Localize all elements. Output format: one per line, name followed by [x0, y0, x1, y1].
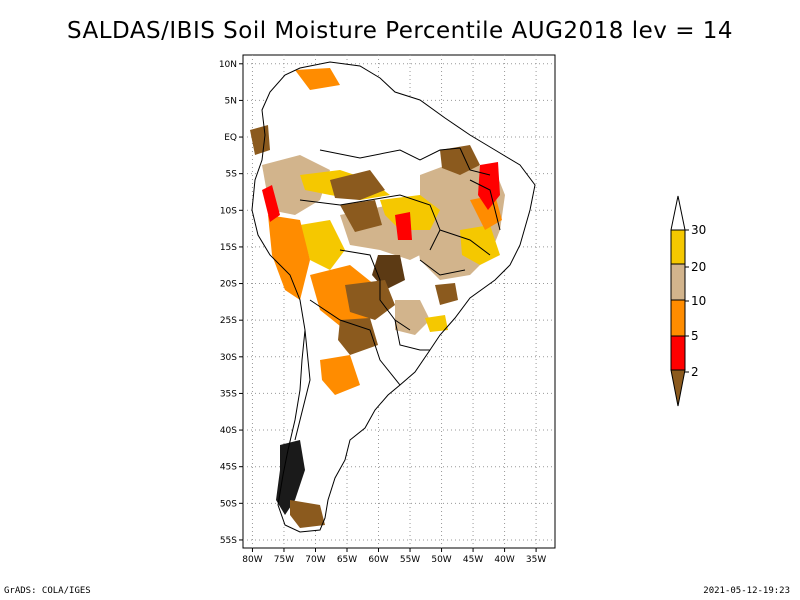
lat-tick-label: 10S: [220, 206, 237, 216]
legend-swatch: [670, 299, 686, 337]
lon-tick-label: 60W: [368, 555, 388, 565]
legend-swatch: [670, 229, 686, 265]
legend-level-label: 20: [691, 260, 706, 274]
lon-tick-label: 80W: [242, 555, 262, 565]
patch-red-central: [395, 212, 412, 240]
lon-tick-label: 55W: [400, 555, 420, 565]
legend-level-label: 30: [691, 223, 706, 237]
lat-tick-label: 25S: [220, 316, 237, 326]
map-title: SALDAS/IBIS Soil Moisture Percentile AUG…: [66, 18, 734, 44]
lon-tick-label: 75W: [274, 555, 294, 565]
patch-brown-goias: [435, 283, 458, 305]
patch-orange-east: [470, 195, 502, 230]
legend-swatch: [670, 263, 686, 301]
lat-tick-label: 40S: [220, 426, 237, 436]
legend-top-triangle: [670, 195, 686, 231]
lon-tick-label: 40W: [494, 555, 514, 565]
color-legend: 30 20 10 5 2: [670, 195, 706, 407]
legend-bottom-triangle: [670, 369, 686, 407]
lat-tick-label: 10N: [219, 60, 237, 70]
patch-patagonia-tip: [290, 500, 325, 528]
patch-brown-mato-grosso: [340, 200, 382, 232]
lat-tick-label: EQ: [224, 133, 237, 143]
patch-brown-northeast: [440, 145, 480, 175]
lon-tick-label: 45W: [463, 555, 483, 565]
percentile-fill: [250, 62, 535, 532]
patch-orange-north: [295, 68, 340, 90]
lon-tick-label: 50W: [431, 555, 451, 565]
patch-red-northeast: [478, 162, 500, 210]
patch-orange-south: [320, 355, 360, 395]
lat-tick-label: 30S: [220, 353, 237, 363]
lat-tick-label: 20S: [220, 280, 237, 290]
map-frame: [242, 54, 556, 549]
lon-tick-label: 70W: [305, 555, 325, 565]
patch-tan-west: [262, 155, 330, 215]
legend-level-label: 5: [691, 329, 699, 343]
lat-tick-label: 15S: [220, 243, 237, 253]
lat-tick-label: 5N: [225, 96, 237, 106]
lat-tick-label: 55S: [220, 536, 237, 546]
country-borders: [251, 61, 536, 533]
legend-swatch: [670, 335, 686, 371]
patch-patagonia: [276, 440, 305, 515]
patch-brown-amazon: [330, 170, 385, 200]
lon-tick-label: 35W: [526, 555, 546, 565]
patch-orange-andes: [268, 215, 310, 300]
legend-level-label: 2: [691, 365, 699, 379]
lat-tick-label: 35S: [220, 389, 237, 399]
legend-level-label: 10: [691, 294, 706, 308]
patch-brown-argentina: [338, 318, 378, 355]
patch-brown-chaco: [345, 280, 395, 320]
patch-red-west: [262, 185, 280, 222]
footer-timestamp: 2021-05-12-19:23: [703, 586, 790, 596]
lat-tick-label: 50S: [220, 499, 237, 509]
lat-tick-label: 45S: [220, 463, 237, 473]
lat-tick-label: 5S: [226, 170, 238, 180]
patch-brown-venezuela: [250, 125, 270, 155]
patch-yellow-south: [425, 315, 448, 332]
footer-credit: GrADS: COLA/IGES: [4, 586, 91, 596]
lon-tick-label: 65W: [337, 555, 357, 565]
patch-yellow-andes: [300, 220, 345, 270]
